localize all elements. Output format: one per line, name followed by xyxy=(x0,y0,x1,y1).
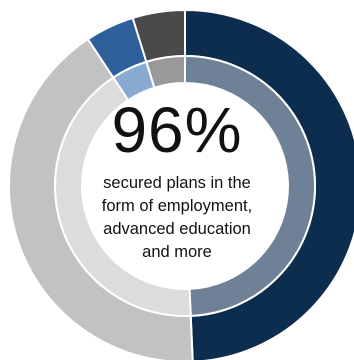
caption-line-3: advanced education xyxy=(103,220,251,238)
center-value: 96% xyxy=(111,94,243,166)
caption-line-2: form of employment, xyxy=(101,197,253,215)
caption-line-1: secured plans in the xyxy=(103,174,251,192)
caption-line-4: and more xyxy=(142,243,212,261)
center-disc xyxy=(82,83,288,289)
inner-ring-slice-segment-4 xyxy=(145,54,186,89)
center-caption: secured plans in the form of employment,… xyxy=(77,172,277,264)
center-label: 96% secured plans in the form of employm… xyxy=(77,98,277,264)
